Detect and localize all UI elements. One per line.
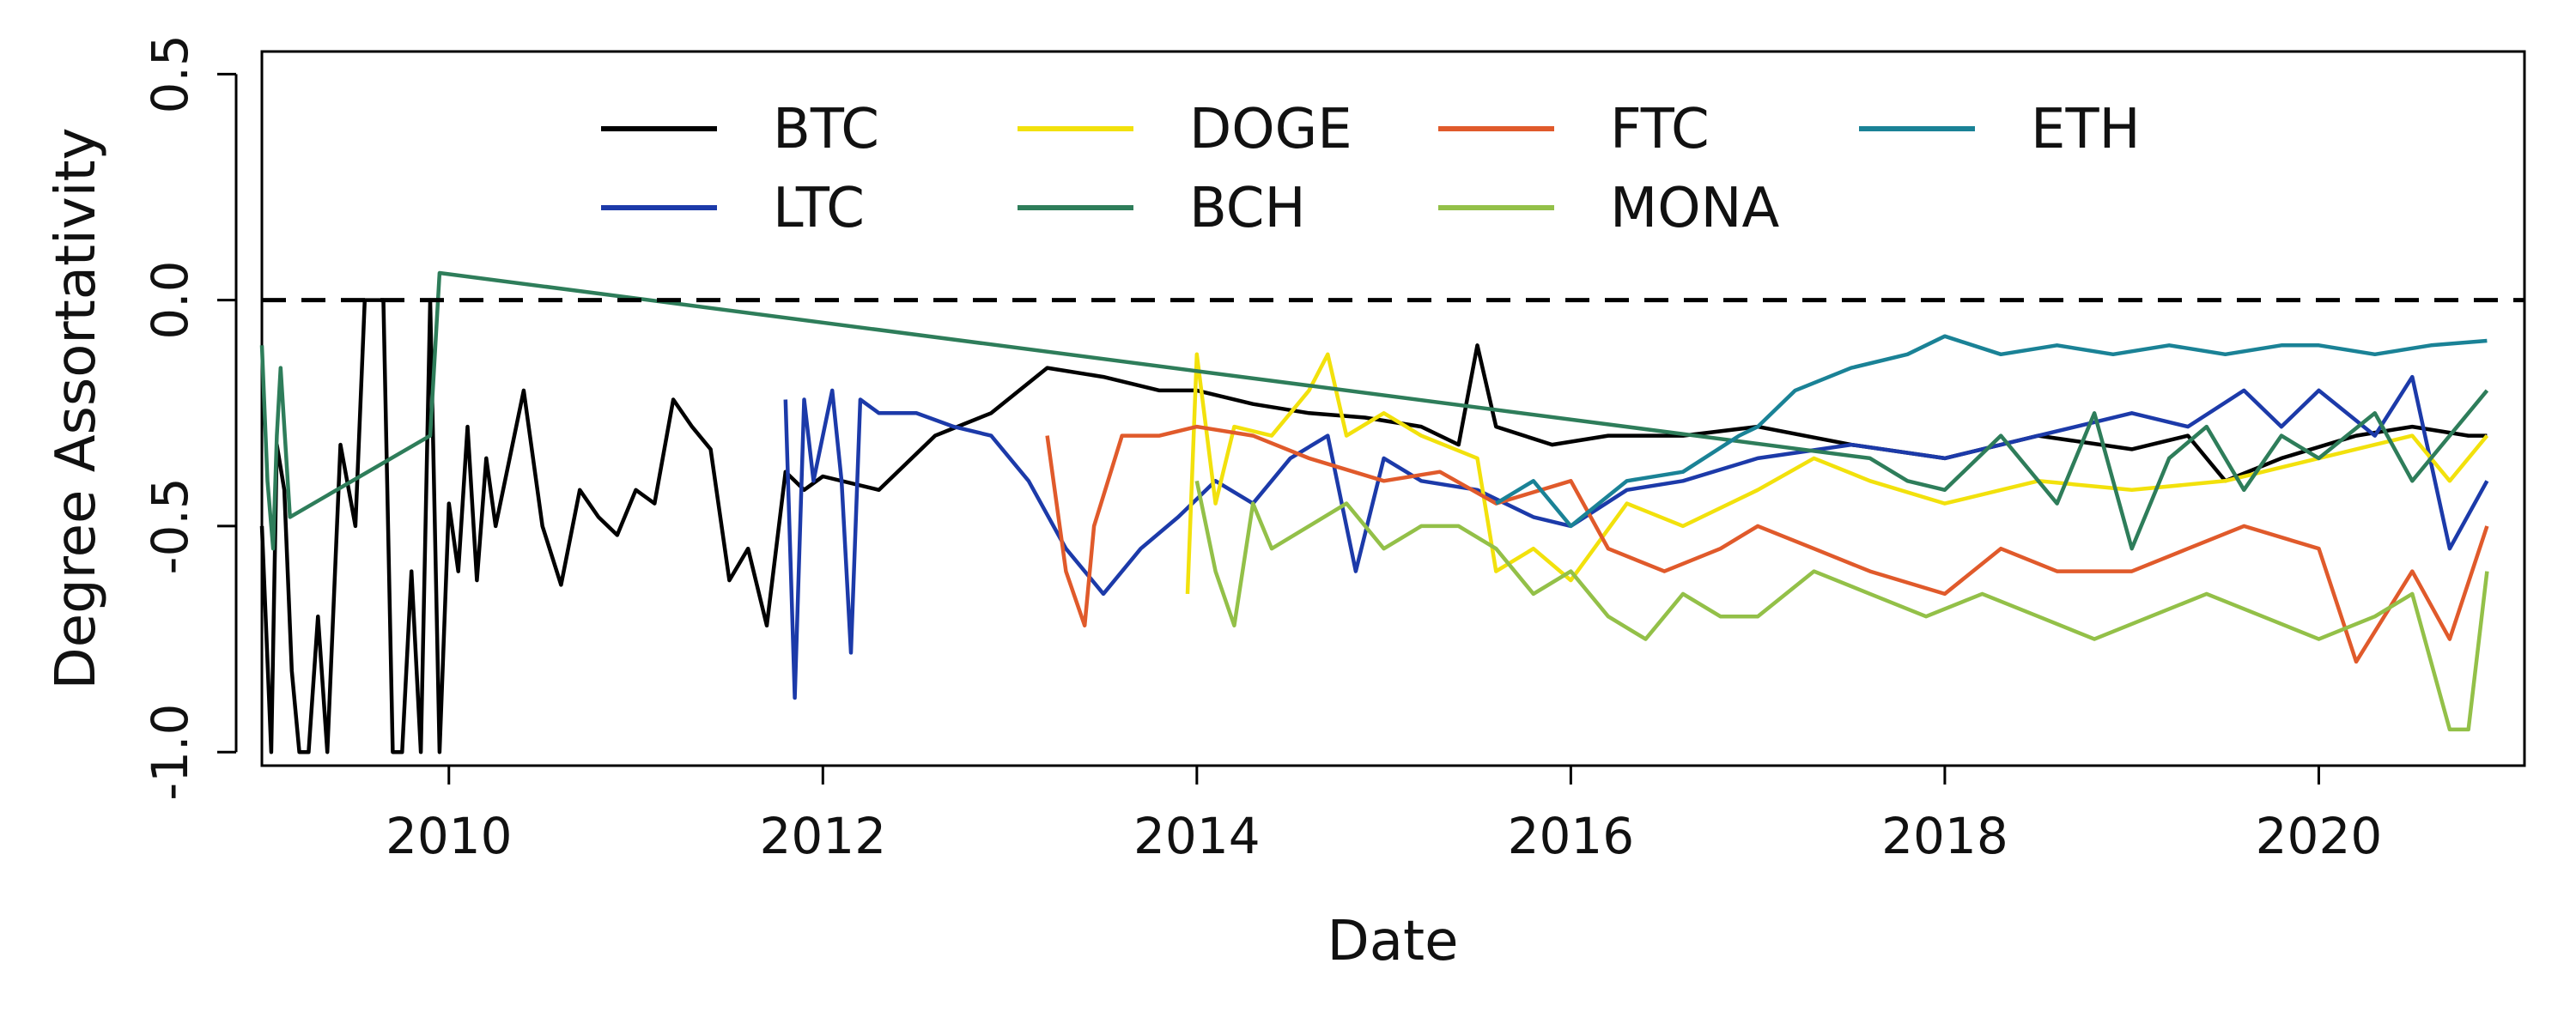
y-axis-title: Degree Assortativity bbox=[45, 127, 108, 689]
series-line-btc bbox=[259, 298, 2488, 754]
legend-label-doge: DOGE bbox=[1189, 98, 1352, 161]
y-tick-label: -1.0 bbox=[141, 704, 199, 801]
series-line-ftc bbox=[1045, 424, 2489, 664]
series-line-doge bbox=[1185, 352, 2489, 594]
x-tick-label: 2014 bbox=[1133, 807, 1261, 865]
legend-label-btc: BTC bbox=[773, 98, 879, 161]
x-tick-label: 2020 bbox=[2256, 807, 2383, 865]
y-tick-label: 0.0 bbox=[141, 260, 199, 339]
x-tick-label: 2012 bbox=[760, 807, 887, 865]
x-tick-label: 2016 bbox=[1508, 807, 1635, 865]
y-axis: -1.0 -0.5 0.0 0.5 bbox=[141, 34, 238, 801]
plot-frame bbox=[260, 50, 2526, 767]
x-tick-label: 2010 bbox=[386, 807, 513, 865]
series-line-mona bbox=[1194, 480, 2489, 732]
x-tick-label: 2018 bbox=[1881, 807, 2008, 865]
legend-label-eth: ETH bbox=[2031, 98, 2141, 161]
plot-series bbox=[259, 270, 2489, 754]
legend-label-ltc: LTC bbox=[773, 177, 865, 240]
legend-label-mona: MONA bbox=[1610, 177, 1779, 240]
series-line-bch bbox=[259, 270, 2489, 551]
x-axis: 2010 2012 2014 2016 2018 2020 bbox=[386, 766, 2382, 865]
series-line-eth bbox=[1495, 334, 2488, 529]
legend-label-ftc: FTC bbox=[1610, 98, 1710, 161]
y-tick-label: -0.5 bbox=[141, 477, 199, 574]
series-line-ltc bbox=[783, 374, 2489, 700]
y-tick-label: 0.5 bbox=[141, 34, 199, 113]
legend: BTC LTC DOGE BCH FTC MONA ETH bbox=[601, 98, 2141, 240]
x-axis-title: Date bbox=[1327, 910, 1459, 973]
legend-label-bch: BCH bbox=[1189, 177, 1306, 240]
